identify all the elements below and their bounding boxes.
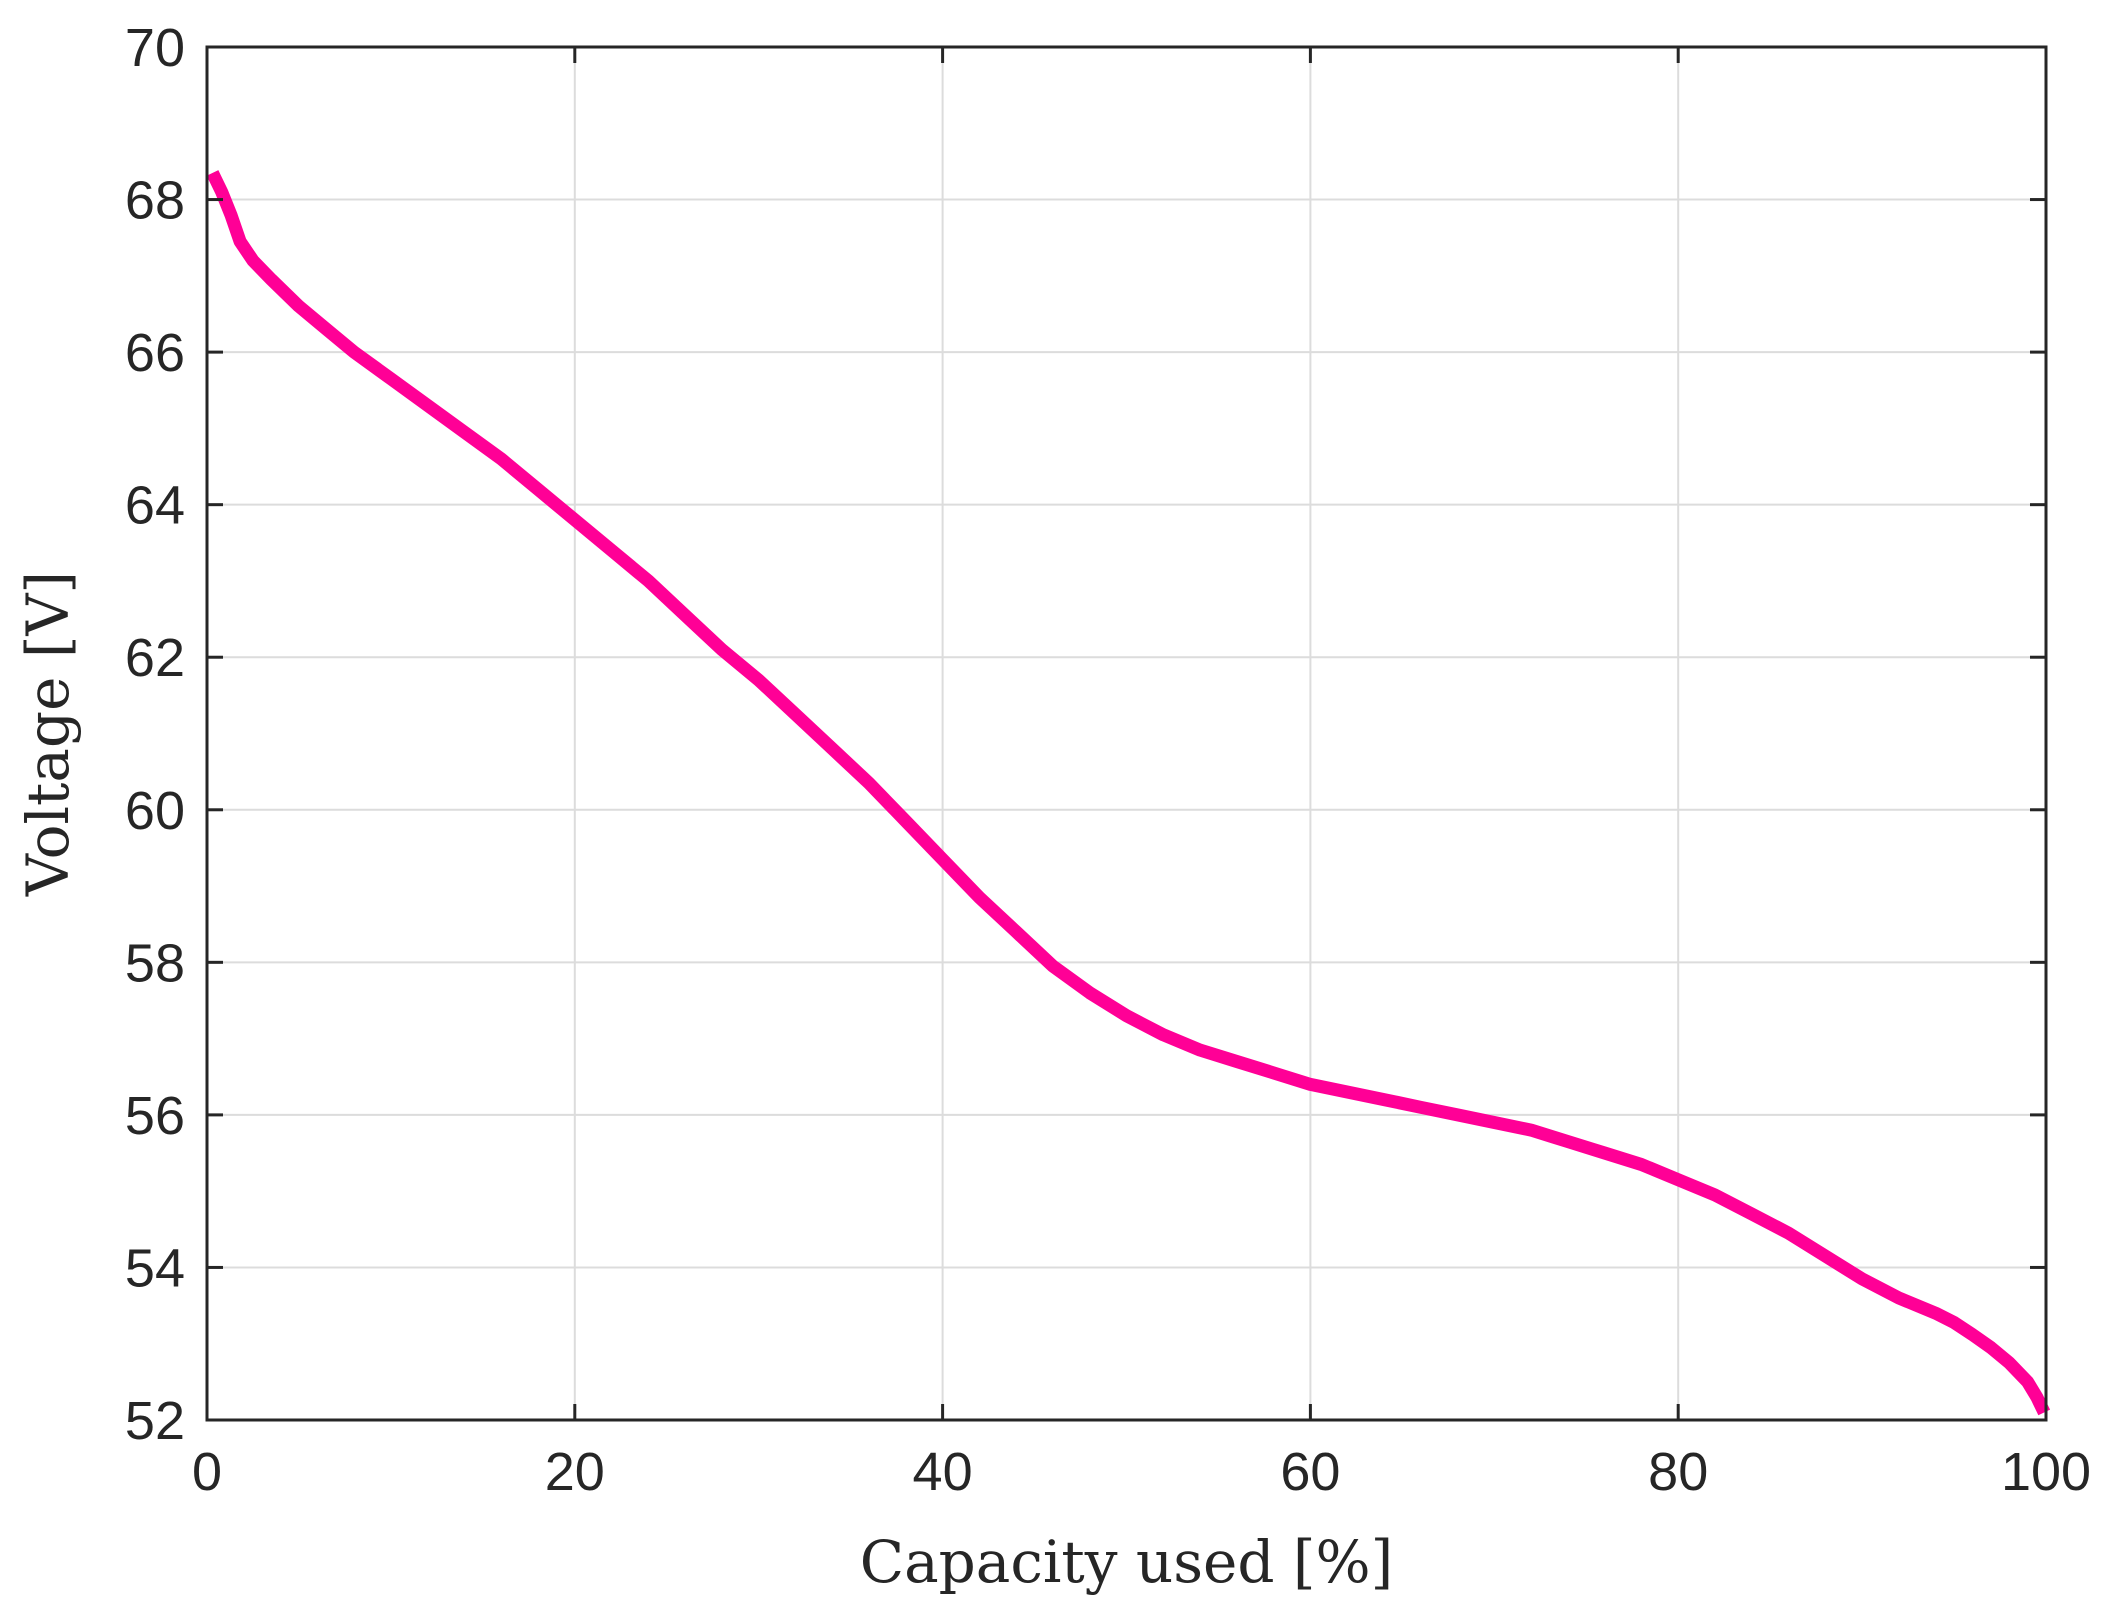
y-axis-label: Voltage [V]	[14, 571, 82, 897]
axes-box	[205, 45, 2048, 1422]
y-tick-label: 66	[125, 323, 185, 383]
series-layer	[206, 170, 2051, 1416]
series-line	[206, 170, 2051, 1416]
y-tick-label: 62	[125, 628, 185, 688]
tick-marks	[205, 45, 2048, 1422]
y-tick-label: 64	[125, 476, 185, 536]
x-tick-label: 80	[1648, 1442, 1708, 1502]
x-tick-label: 100	[2001, 1442, 2091, 1502]
x-tick-label: 0	[192, 1442, 222, 1502]
x-axis-label: Capacity used [%]	[860, 1528, 1394, 1596]
x-tick-label: 60	[1280, 1442, 1340, 1502]
y-tick-label: 56	[125, 1086, 185, 1146]
y-tick-label: 68	[125, 171, 185, 231]
x-tick-labels: 0 20 40 60 80 100	[192, 1442, 2091, 1502]
y-tick-label: 58	[125, 933, 185, 993]
y-tick-labels: 52 54 56 58 60 62 64 66 68 70	[125, 18, 185, 1451]
x-tick-label: 40	[913, 1442, 973, 1502]
y-tick-label: 70	[125, 18, 185, 78]
y-tick-label: 52	[125, 1391, 185, 1451]
x-tick-label: 20	[545, 1442, 605, 1502]
y-tick-label: 54	[125, 1238, 185, 1298]
grid-lines	[207, 47, 2046, 1420]
y-tick-label: 60	[125, 781, 185, 841]
